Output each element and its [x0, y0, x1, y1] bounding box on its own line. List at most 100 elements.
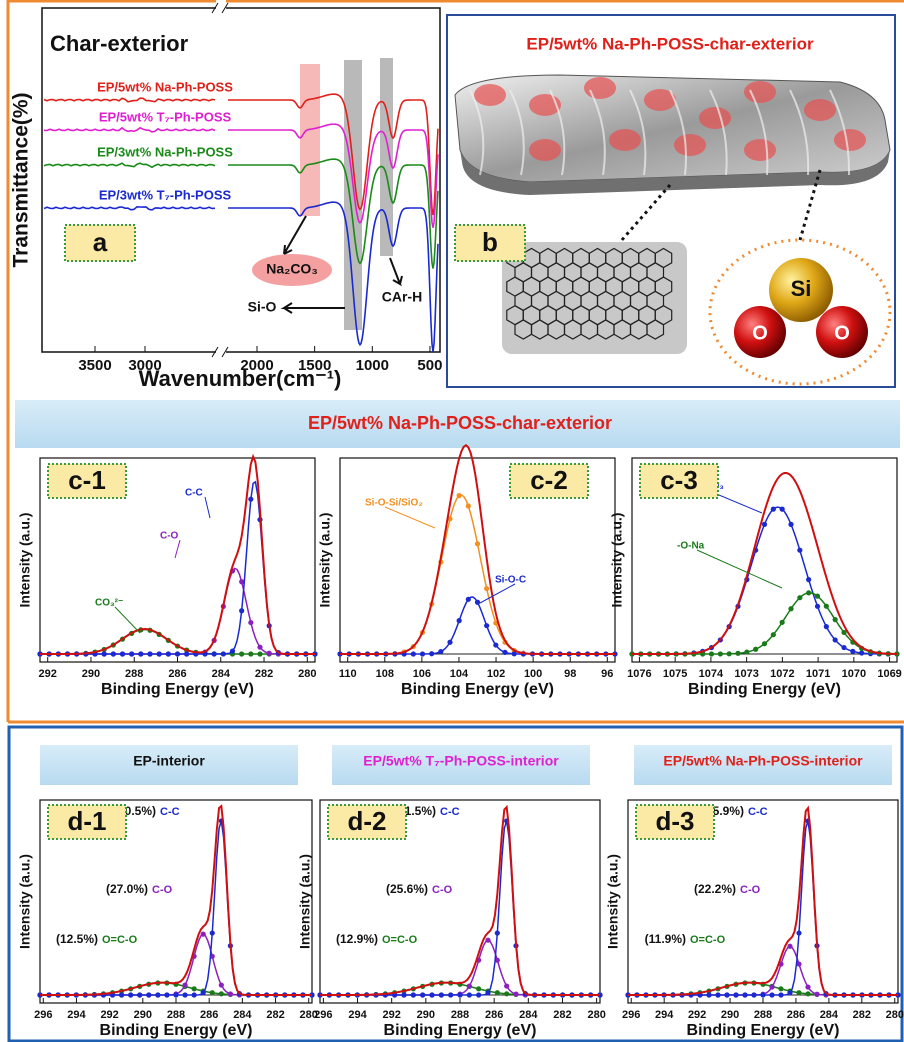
peak-label: Si-O-C: [495, 575, 526, 586]
fit-marker: [771, 507, 776, 512]
x-tick-label: 106: [413, 668, 431, 680]
fit-marker: [513, 991, 518, 996]
fit-marker: [137, 992, 142, 997]
spectrum: [44, 98, 215, 102]
fit-marker: [120, 651, 125, 656]
fit-marker: [753, 647, 758, 652]
fit-marker: [495, 930, 500, 935]
y-label: Intensity (a.u.): [17, 854, 33, 949]
fit-marker: [484, 623, 489, 628]
peak-percent: (22.2%): [694, 882, 736, 896]
fit-marker: [257, 645, 262, 650]
x-tick-label: 288: [167, 1009, 185, 1021]
leader: [697, 550, 782, 588]
x-label: Binding Energy (eV): [687, 1022, 840, 1039]
x-label: Binding Energy (eV): [101, 681, 254, 698]
fit-marker: [493, 642, 498, 647]
x-tick-label: 1000: [356, 357, 389, 374]
annotation: CAr-H: [382, 289, 422, 305]
fit-marker: [466, 503, 471, 508]
fit-marker: [762, 522, 767, 527]
x-tick-label: 292: [39, 668, 57, 680]
fit-marker: [805, 984, 810, 989]
fit-marker: [476, 992, 481, 997]
fit-marker: [147, 651, 152, 656]
panel-label: c-3: [660, 465, 698, 495]
fit-marker: [484, 586, 489, 591]
char-spot: [699, 107, 731, 129]
fit-marker: [401, 992, 406, 997]
fit-marker: [796, 990, 801, 995]
y-label: Intensity (a.u.): [609, 513, 625, 608]
x-tick-label: 1075: [663, 668, 687, 680]
leader: [175, 540, 180, 558]
fit-marker: [760, 992, 765, 997]
annotation: Si-O: [248, 299, 277, 315]
x-tick-label: 282: [853, 1009, 871, 1021]
x-tick-label: 1070: [842, 668, 866, 680]
section-title: EP/5wt% Na-Ph-POSS-char-exterior: [308, 413, 612, 433]
peak-label: O=C-O: [690, 934, 726, 946]
fit-marker: [146, 992, 151, 997]
panel-label: d-3: [656, 806, 695, 836]
x-tick-label: 104: [450, 668, 469, 680]
fit-marker: [201, 932, 206, 937]
fit-marker: [724, 992, 729, 997]
arrow: [284, 303, 345, 313]
x-tick-label: 1500: [298, 357, 331, 374]
fit-marker: [805, 991, 810, 996]
x-tick-label: 1074: [699, 668, 724, 680]
fit-marker: [210, 990, 215, 995]
fit-marker: [429, 992, 434, 997]
fit-marker: [128, 992, 133, 997]
leader: [205, 497, 210, 518]
legend-label: EP/5wt% T₇-Ph-POSS: [99, 109, 232, 124]
fit-marker: [248, 497, 253, 502]
fit-marker: [466, 597, 471, 602]
title: Char-exterior: [50, 31, 189, 56]
peak-percent: (11.9%): [645, 932, 686, 946]
char-spot: [744, 81, 776, 103]
x-tick-label: 290: [134, 1009, 152, 1021]
x-tick-label: 288: [451, 1009, 469, 1021]
peak-label: O=C-O: [382, 934, 418, 946]
fit-marker: [787, 990, 792, 995]
x-tick-label: 284: [212, 668, 231, 680]
fit-peak: [628, 821, 898, 995]
fit-marker: [192, 992, 197, 997]
fit-marker: [429, 651, 434, 656]
y-label: Transmittance(%): [10, 92, 33, 267]
fit-marker: [715, 992, 720, 997]
fit-marker: [448, 992, 453, 997]
fit-marker: [485, 990, 490, 995]
peak-label: C-O: [152, 884, 173, 896]
fit-marker: [184, 651, 189, 656]
char-slab: [455, 75, 890, 182]
peak-label: C-O: [740, 884, 761, 896]
panel-label: c-2: [530, 465, 568, 495]
x-tick-label: 108: [376, 668, 394, 680]
x-tick-label: 280: [587, 1009, 605, 1021]
x-tick-label: 288: [754, 1009, 772, 1021]
fit-marker: [788, 606, 793, 611]
fit-marker: [248, 620, 253, 625]
fit-marker: [129, 651, 134, 656]
fit-marker: [733, 992, 738, 997]
spectrum: [44, 163, 215, 167]
band: [300, 64, 320, 216]
atom-label: O: [834, 322, 850, 344]
fit-marker: [476, 986, 481, 991]
leader: [115, 607, 140, 633]
fit-peak: [40, 821, 312, 995]
leader: [385, 507, 435, 528]
x-tick-label: 284: [820, 1009, 839, 1021]
fit-peak: [40, 482, 315, 654]
x-tick-label: 282: [266, 1009, 284, 1021]
fit-marker: [815, 604, 820, 609]
x-label: Binding Energy (eV): [688, 681, 841, 698]
x-tick-label: 110: [339, 668, 357, 680]
x-tick-label: 286: [168, 668, 186, 680]
fit-marker: [504, 991, 509, 996]
fit-peak: [340, 495, 615, 654]
fit-marker: [495, 990, 500, 995]
